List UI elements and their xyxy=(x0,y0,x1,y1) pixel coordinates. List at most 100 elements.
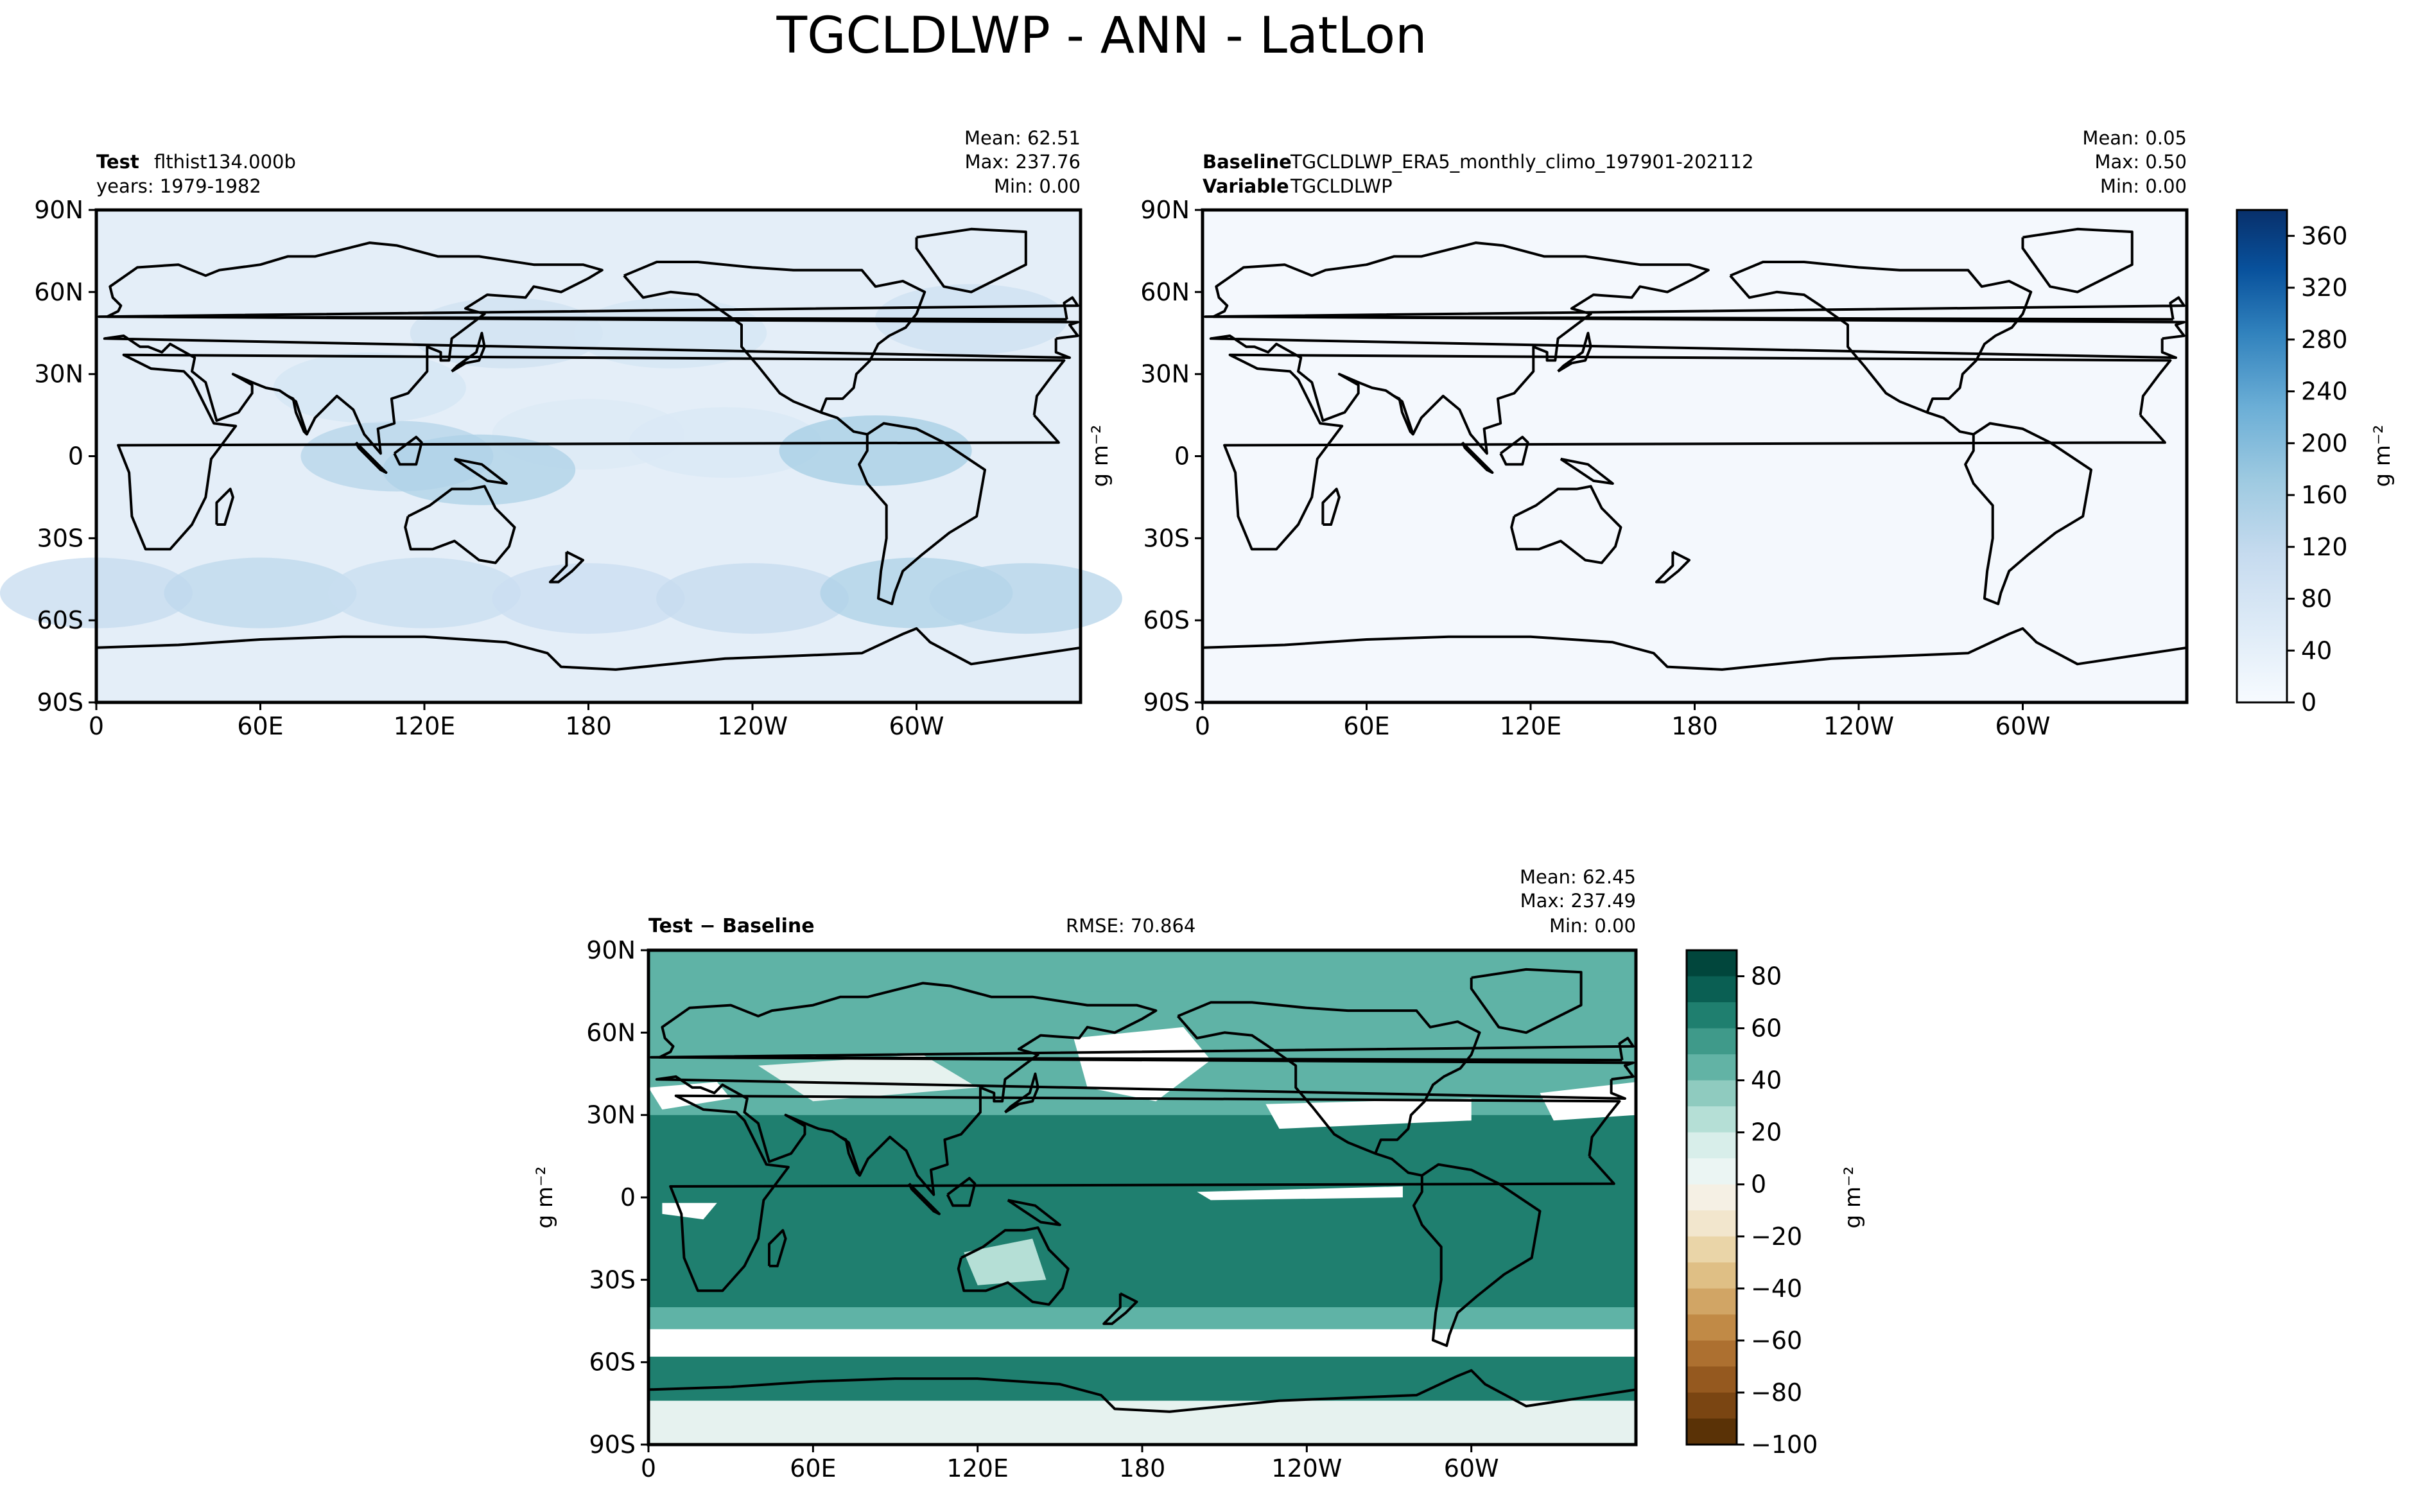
coastline-newguinea xyxy=(1007,1199,1061,1226)
coastline-newzealand xyxy=(548,550,584,584)
test-xtick-label: 60W xyxy=(889,712,944,740)
coastline-newguinea xyxy=(453,457,508,485)
brbg-colorbar-segment xyxy=(1687,1210,1737,1237)
blues-colorbar-tick-label: 320 xyxy=(2301,274,2348,302)
coastline-greenland xyxy=(915,227,1027,293)
coastline-britain xyxy=(1204,296,2186,321)
coastline-greenland xyxy=(2021,227,2134,293)
coastline-newzealand xyxy=(1102,1292,1138,1325)
coastline-antarctica xyxy=(648,1369,1637,1413)
difference-africa-white xyxy=(662,1203,717,1220)
brbg-colorbar-segment xyxy=(1687,1106,1737,1133)
difference-xtick-label: 120E xyxy=(946,1454,1009,1482)
test-max-stat: Max: 237.76 xyxy=(965,151,1081,173)
blues-colorbar-tick-label: 80 xyxy=(2301,585,2332,613)
test-ytick-label: 60N xyxy=(34,278,83,306)
difference-map xyxy=(647,948,1638,1447)
coastline-south_america xyxy=(1964,422,2092,605)
test-field-blob xyxy=(164,557,357,629)
baseline-label-text: TGCLDLWP_ERA5_monthly_climo_197901-20211… xyxy=(1290,151,1753,173)
coastline-central_america xyxy=(1375,1152,1423,1177)
difference-ytick-label: 90S xyxy=(589,1430,636,1459)
baseline-xtick-label: 0 xyxy=(1195,712,1210,740)
coastline-greenland xyxy=(1470,968,1583,1034)
baseline-variable-bold: Variable xyxy=(1203,175,1289,197)
brbg-colorbar-segment xyxy=(1687,1184,1737,1211)
baseline-map-background xyxy=(1203,210,2187,702)
coastline-sumatra xyxy=(908,1183,941,1215)
blues-colorbar-tick-label: 360 xyxy=(2301,222,2348,250)
brbg-colorbar-segment xyxy=(1687,1262,1737,1289)
coastline-britain xyxy=(650,1036,1635,1062)
difference-north-pacific-white xyxy=(1073,1027,1211,1102)
coastline-madagascar xyxy=(768,1229,787,1267)
difference-ytick-label: 90N xyxy=(586,936,636,964)
coastline-central_america xyxy=(1926,411,1974,436)
test-field-blob xyxy=(779,415,972,486)
test-xtick-label: 180 xyxy=(565,712,612,740)
difference-xtick-label: 120W xyxy=(1271,1454,1342,1482)
brbg-colorbar-segment xyxy=(1687,1028,1737,1055)
coastline-sumatra xyxy=(1461,441,1494,474)
test-field-blob xyxy=(492,563,685,634)
brbg-colorbar-tick-label: 20 xyxy=(1751,1118,1782,1147)
test-field-blob xyxy=(410,297,603,369)
baseline-ylabel: g m⁻² xyxy=(1088,424,1113,487)
difference-xtick-label: 60W xyxy=(1444,1454,1499,1482)
difference-ytick-label: 60N xyxy=(586,1018,636,1047)
baseline-ytick-label: 30S xyxy=(1143,524,1190,552)
coastline-japan xyxy=(451,331,486,373)
test-field-blob xyxy=(273,352,466,423)
test-years-label: years: 1979-1982 xyxy=(96,175,261,197)
coastline-north_america xyxy=(1729,261,2033,414)
blues-colorbar-tick-label: 160 xyxy=(2301,481,2348,509)
coastline-sumatra xyxy=(354,441,388,474)
coastline-madagascar xyxy=(1321,487,1341,526)
baseline-xtick-label: 60W xyxy=(1995,712,2051,740)
baseline-ytick-label: 90N xyxy=(1140,196,1190,224)
brbg-colorbar-segment xyxy=(1687,1392,1737,1419)
baseline-label-bold: Baseline xyxy=(1203,151,1292,173)
coastline-borneo xyxy=(946,1177,977,1207)
baseline-max-stat: Max: 0.50 xyxy=(2094,151,2187,173)
coastline-eurasia xyxy=(103,241,1079,455)
brbg-colorbar-frame xyxy=(1685,949,1738,1446)
baseline-map xyxy=(1201,208,2189,704)
difference-panel: Test − Baseline RMSE: 70.864 Mean: 62.45… xyxy=(532,866,1866,1482)
difference-min-stat: Min: 0.00 xyxy=(1549,915,1636,937)
difference-ytick-label: 60S xyxy=(589,1348,636,1377)
difference-xtick-label: 180 xyxy=(1119,1454,1166,1482)
blues-colorbar-tick-label: 40 xyxy=(2301,636,2332,665)
brbg-colorbar-tick-label: 0 xyxy=(1751,1170,1766,1199)
test-ytick-label: 30S xyxy=(37,524,83,552)
brbg-colorbar-tick-label: 40 xyxy=(1751,1066,1782,1095)
difference-equatorial-white xyxy=(1197,1186,1403,1201)
difference-ylabel: g m⁻² xyxy=(532,1166,558,1228)
difference-ytick-label: 30S xyxy=(589,1265,636,1294)
coastline-japan xyxy=(1557,331,1592,373)
test-field-blob xyxy=(656,563,849,634)
brbg-colorbar-segment xyxy=(1687,1080,1737,1107)
coastline-antarctica xyxy=(96,627,1081,671)
coastline-antarctica xyxy=(1202,627,2187,671)
baseline-ytick-label: 60N xyxy=(1140,278,1190,306)
baseline-ytick-label: 90S xyxy=(1143,688,1190,717)
coastline-africa xyxy=(117,353,1066,551)
brbg-colorbar-tick-label: −40 xyxy=(1751,1274,1802,1303)
test-map xyxy=(0,208,1122,704)
test-panel: Test flthist134.000b years: 1979-1982 Me… xyxy=(0,127,1122,740)
coastline-india_sea xyxy=(287,395,308,435)
figure-title: TGCLDLWP - ANN - LatLon xyxy=(776,7,1427,65)
brbg-colorbar-tick-label: −100 xyxy=(1751,1430,1818,1459)
baseline-xtick-label: 180 xyxy=(1671,712,1718,740)
test-ytick-label: 0 xyxy=(68,442,83,471)
difference-asia-light xyxy=(758,1054,978,1102)
brbg-colorbar-tick-label: −60 xyxy=(1751,1326,1802,1355)
test-ytick-label: 90S xyxy=(37,688,83,717)
difference-rmse: RMSE: 70.864 xyxy=(1066,915,1195,937)
coastline-britain xyxy=(98,296,1079,321)
blues-colorbar-label: g m⁻² xyxy=(2370,424,2395,487)
coastline-japan xyxy=(1004,1072,1039,1114)
brbg-colorbar-segment xyxy=(1687,1054,1737,1081)
test-field-blob xyxy=(929,563,1122,634)
